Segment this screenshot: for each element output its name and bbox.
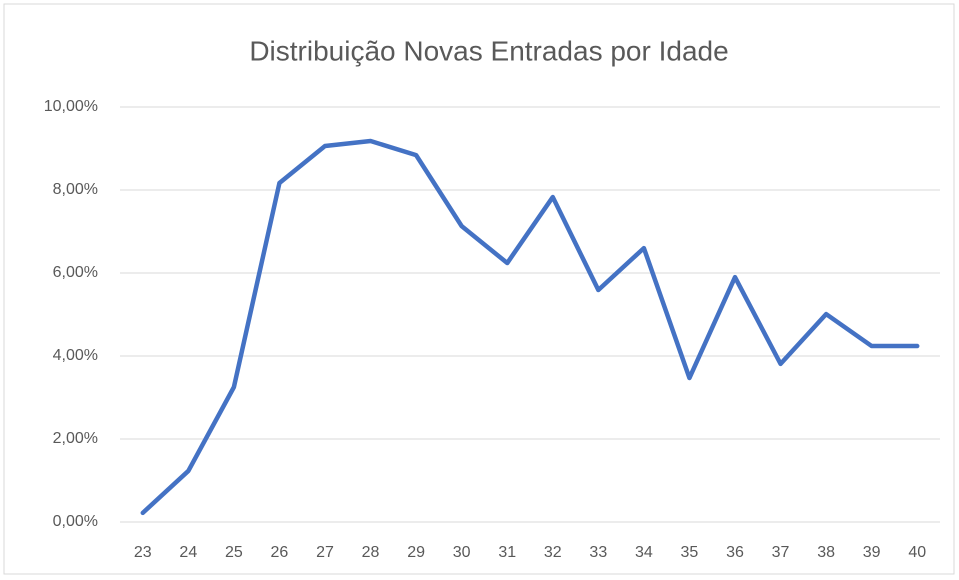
x-tick-label: 38	[817, 544, 835, 561]
x-tick-label: 37	[772, 544, 790, 561]
x-tick-label: 40	[908, 544, 926, 561]
y-tick-label: 2,00%	[53, 430, 98, 447]
x-tick-label: 31	[498, 544, 516, 561]
y-tick-label: 10,00%	[44, 98, 98, 115]
x-tick-label: 39	[863, 544, 881, 561]
y-tick-label: 0,00%	[53, 513, 98, 530]
x-tick-label: 27	[316, 544, 334, 561]
x-tick-label: 26	[271, 544, 289, 561]
x-tick-label: 33	[589, 544, 607, 561]
chart-title: Distribuição Novas Entradas por Idade	[249, 35, 728, 66]
y-tick-label: 6,00%	[53, 264, 98, 281]
x-tick-label: 32	[544, 544, 562, 561]
x-tick-label: 29	[407, 544, 425, 561]
x-tick-label: 34	[635, 544, 653, 561]
x-tick-label: 28	[362, 544, 380, 561]
data-line	[140, 138, 920, 516]
x-tick-label: 30	[453, 544, 471, 561]
x-tick-label: 36	[726, 544, 744, 561]
y-tick-label: 4,00%	[53, 347, 98, 364]
y-tick-label: 8,00%	[53, 181, 98, 198]
x-tick-label: 35	[681, 544, 699, 561]
x-tick-label: 25	[225, 544, 243, 561]
x-tick-label: 23	[134, 544, 152, 561]
x-tick-label: 24	[179, 544, 197, 561]
chart-border	[3, 3, 955, 575]
